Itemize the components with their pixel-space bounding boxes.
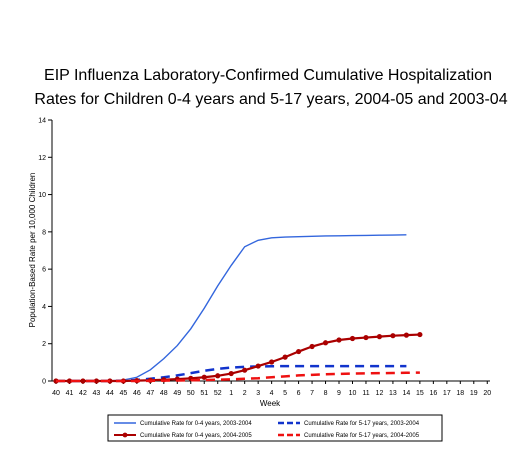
x-tick-label: 41 [66,390,74,397]
series-2-point [201,374,207,380]
y-tick-label: 6 [42,267,46,274]
x-tick-label: 50 [187,390,195,397]
x-tick-label: 10 [349,390,357,397]
x-tick-label: 16 [429,390,437,397]
x-tick-label: 42 [79,390,87,397]
y-tick-label: 14 [38,118,46,125]
x-tick-label: 6 [297,390,301,397]
legend-label-0: Cumulative Rate for 0-4 years, 2003-2004 [140,421,252,427]
legend-box [107,414,443,442]
series-2-point [66,378,73,384]
legend-label-3: Cumulative Rate for 5-17 years, 2004-200… [304,433,420,439]
series-2-point [403,332,409,338]
x-tick-label: 8 [324,390,328,397]
series-2-point [80,378,86,384]
series-2-point [255,363,261,369]
legend-marker-2 [122,432,128,438]
series-2-point [417,331,423,338]
y-tick-label: 2 [42,341,46,348]
legend-label-1: Cumulative Rate for 5-17 years, 2003-200… [304,421,420,427]
chart-title-line-2: Rates for Children 0-4 years and 5-17 ye… [34,91,507,108]
series-2-point [363,334,369,341]
x-tick-label: 11 [362,390,369,397]
x-tick-label: 48 [160,390,168,397]
x-tick-label: 46 [133,390,141,397]
series-2-point [309,343,315,350]
x-tick-label: 52 [214,390,222,397]
x-tick-label: 7 [310,390,314,397]
series-2-point [93,378,100,384]
series-2-point [282,354,288,360]
x-tick-label: 1 [229,390,233,397]
x-tick-label: 9 [337,390,341,397]
x-tick-label: 40 [52,390,60,397]
x-tick-label: 20 [483,390,491,397]
x-tick-label: 15 [416,390,424,397]
series-2-point [228,370,234,377]
series-line-0 [56,234,407,382]
y-tick-label: 0 [42,379,46,386]
chart-title-line-1: EIP Influenza Laboratory-Confirmed Cumul… [44,67,492,84]
x-tick-label: 14 [403,390,411,397]
y-axis-label: Population-Based Rate per 10,000 Childre… [28,173,37,328]
x-tick-label: 4 [270,390,274,397]
series-line-1 [56,364,407,383]
series-2-point [269,359,275,365]
series-2-point [376,334,383,340]
y-tick-label: 4 [42,304,46,311]
x-tick-label: 49 [173,390,181,397]
x-tick-label: 47 [146,390,154,397]
y-tick-label: 12 [38,155,46,162]
legend-label-2: Cumulative Rate for 0-4 years, 2004-2005 [140,433,252,439]
x-tick-label: 45 [119,390,127,397]
series-2-point [390,333,396,339]
legend: Cumulative Rate for 0-4 years, 2003-2004… [107,414,443,442]
series-2-point [336,337,342,343]
x-tick-label: 2 [243,390,247,397]
x-tick-label: 19 [470,390,478,397]
x-tick-label: 12 [376,390,384,397]
series-2-point [242,367,248,373]
x-tick-label: 17 [443,390,451,397]
x-tick-label: 44 [106,390,114,397]
x-tick-label: 18 [456,390,464,397]
x-tick-label: 43 [93,390,101,397]
series-2-point [295,348,302,355]
series-2-point [322,340,329,346]
y-tick-label: 10 [38,192,46,199]
x-axis-label: Week [260,399,281,408]
series-2-point [349,335,356,342]
x-tick-label: 13 [389,390,397,397]
y-tick-label: 8 [42,229,46,236]
x-tick-label: 51 [200,390,208,397]
series-line-2 [56,333,420,383]
x-tick-label: 3 [256,390,260,397]
x-tick-label: 5 [283,390,287,397]
series-line-3 [56,371,420,383]
series-2-point [215,373,221,379]
